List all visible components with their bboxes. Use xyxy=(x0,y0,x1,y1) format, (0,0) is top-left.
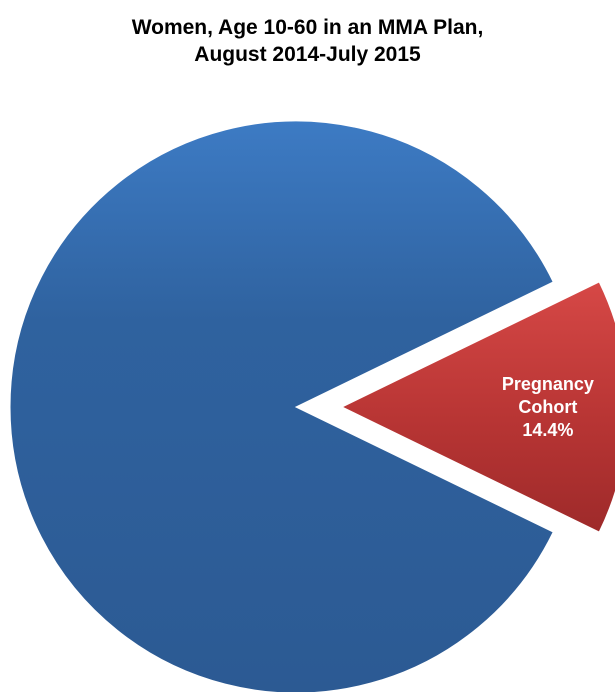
pie-slice-label-line-1: Pregnancy xyxy=(502,374,594,394)
pie-slice-remainder xyxy=(9,120,554,692)
chart-title: Women, Age 10-60 in an MMA Plan, August … xyxy=(0,14,615,68)
pie-slice-pregnancy-cohort xyxy=(340,281,615,533)
pie-slice-label-line-2: Cohort xyxy=(518,397,577,417)
pie-slice-label-line-3: 14.4% xyxy=(522,420,573,440)
pie-slices xyxy=(9,120,615,692)
pie-labels: Pregnancy Cohort 14.4% xyxy=(502,374,594,440)
chart-title-line-2: August 2014-July 2015 xyxy=(194,43,421,66)
chart-title-line-1: Women, Age 10-60 in an MMA Plan, xyxy=(131,16,484,39)
